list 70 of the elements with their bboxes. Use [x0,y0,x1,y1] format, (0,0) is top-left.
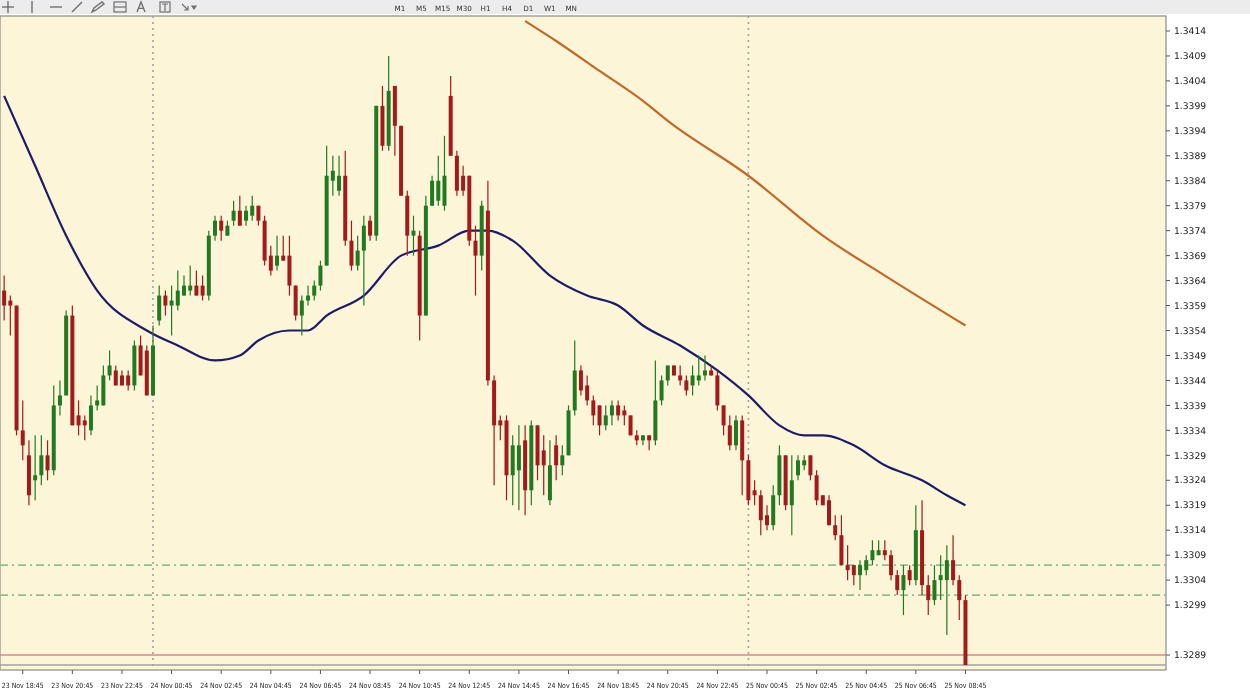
candlestick [622,404,627,426]
candlestick [938,554,943,601]
candlestick [250,195,255,222]
candlestick [275,235,280,272]
candlestick [380,85,385,152]
candlestick [473,225,478,297]
candlestick [944,544,949,636]
candlestick [796,454,801,481]
candlestick [932,564,937,606]
candlestick [88,394,93,436]
candlestick [169,284,174,337]
candlestick [678,364,683,387]
candlestick [430,175,435,207]
candlestick [237,195,242,227]
candlestick [789,454,794,536]
candlestick [45,439,50,481]
candlestick [901,564,906,616]
candlestick [839,514,844,566]
candlestick [696,354,701,387]
candlestick [733,414,738,451]
candlestick [411,215,416,257]
candlestick [560,444,565,476]
candlestick [287,235,292,297]
candlestick [578,364,583,397]
candlestick [609,399,614,426]
candlestick [144,344,149,397]
candlestick [101,364,106,406]
candlestick [244,205,249,227]
candlestick [157,284,162,327]
candlestick [907,564,912,586]
candlestick [405,190,410,257]
candlestick [132,339,137,392]
candlestick [8,294,13,337]
candlestick [603,404,608,431]
candlestick [653,359,658,446]
candlestick [82,414,87,441]
candlestick [194,270,199,297]
candlestick [188,265,193,297]
candlestick [554,434,559,481]
candlestick [219,215,224,242]
candlestick [107,349,112,382]
candlestick [200,275,205,302]
candlestick [361,215,366,307]
candlestick [858,559,863,591]
candlestick [33,434,38,501]
candlestick [547,439,552,506]
candlestick [293,284,298,322]
candlestick [715,369,720,411]
candlestick [808,454,813,481]
candlestick [758,489,763,536]
candlestick [337,155,342,197]
candlestick [126,369,131,392]
candlestick [616,399,621,421]
candlestick [659,374,664,406]
candlestick [2,275,7,322]
candlestick [299,294,304,337]
candlestick [442,135,447,212]
candlestick [231,200,236,227]
candlestick [597,404,602,436]
candlestick [851,564,856,586]
candlestick [845,544,850,581]
candlestick [740,414,745,496]
candlestick [163,289,168,317]
candlestick [175,270,180,312]
candlestick [368,215,373,242]
candlestick [827,494,832,526]
candlestick [702,354,707,382]
candlestick [516,424,521,511]
candlestick [814,469,819,506]
candlestick [436,155,441,207]
